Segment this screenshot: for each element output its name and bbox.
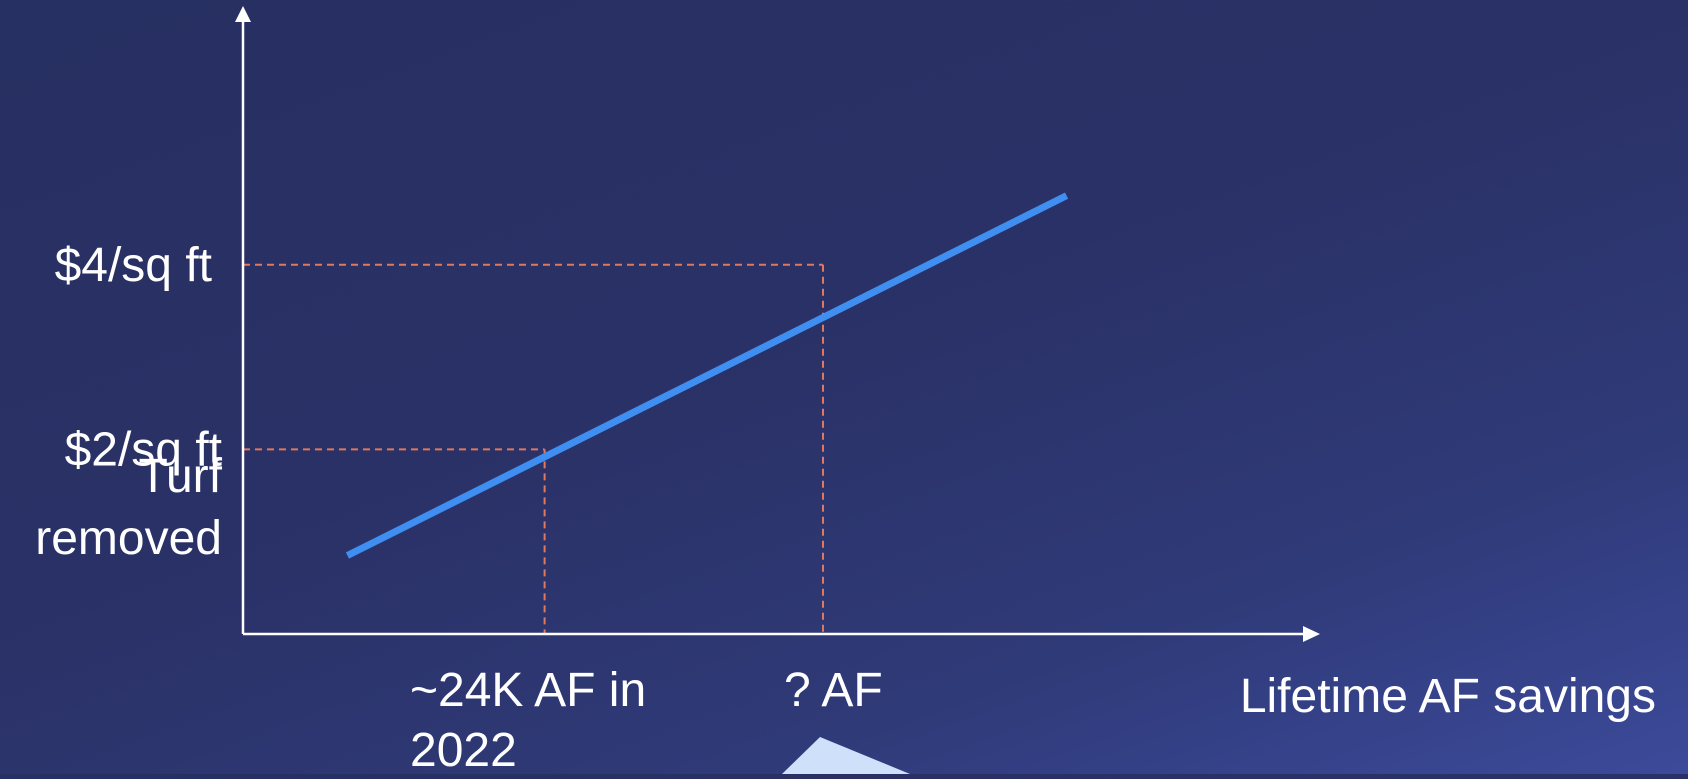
- y-tick-label-4: $4/sq ft: [55, 239, 212, 292]
- x-annotation-24k: ~24K AF in 2022: [410, 664, 646, 774]
- callout-pointer: [782, 737, 910, 774]
- y-tick-label-2: $2/sq ft: [65, 423, 222, 476]
- x-annotation-unknown: ? AF: [784, 664, 883, 717]
- x-axis-label: Lifetime AF savings: [1240, 670, 1656, 723]
- y-axis-arrow: [235, 6, 251, 22]
- series-line-1: [345, 192, 1069, 559]
- series-layer: [345, 192, 1069, 559]
- x-axis-arrow: [1303, 626, 1320, 642]
- reference-guides: [243, 263, 824, 634]
- axes: [235, 6, 1320, 642]
- y-axis-label: Turf removed: [35, 450, 222, 565]
